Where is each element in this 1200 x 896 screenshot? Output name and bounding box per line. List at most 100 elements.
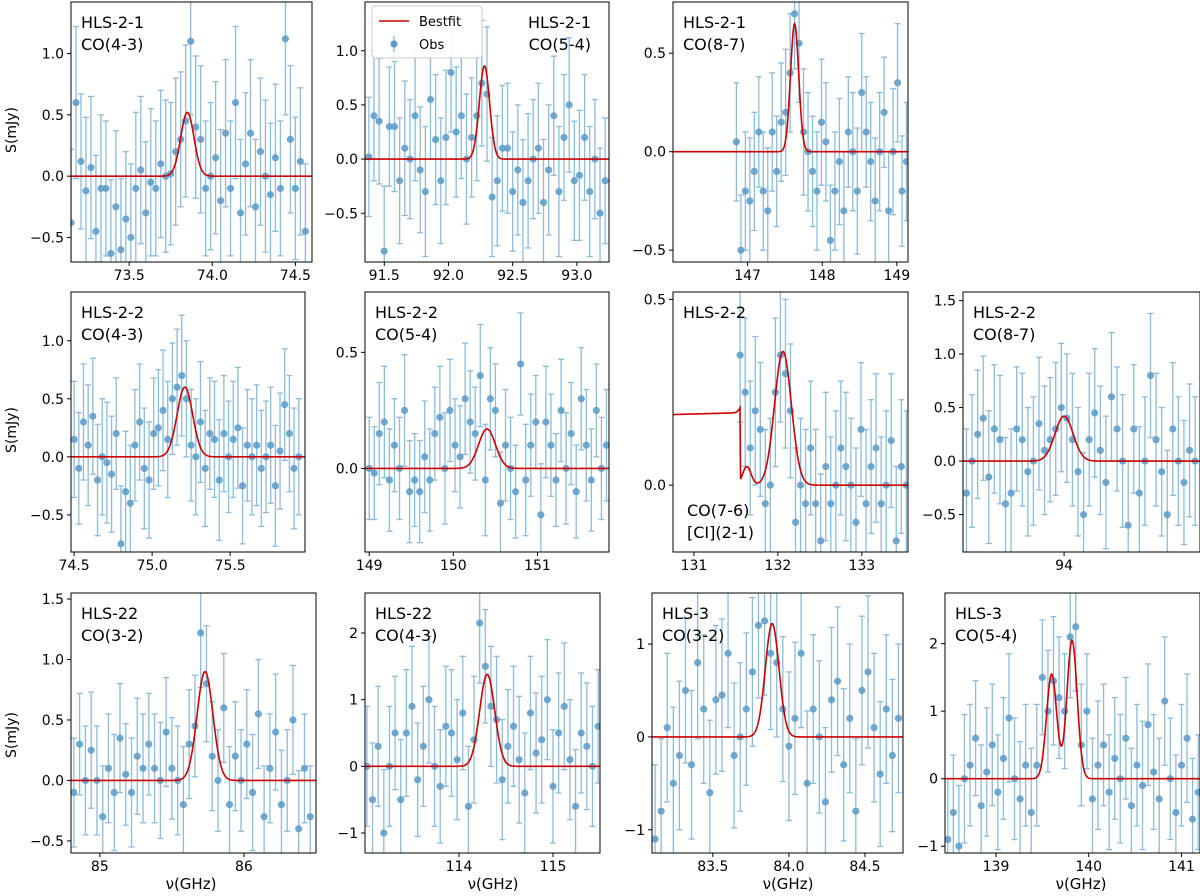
y-tick-label: 0.5 (934, 401, 956, 417)
obs-point (1038, 673, 1046, 682)
panel-annotation: HLS-22 (81, 604, 138, 623)
obs-point (72, 98, 80, 107)
obs-point (104, 764, 113, 772)
obs-point (411, 112, 419, 120)
x-tick-label: 75.5 (215, 558, 246, 574)
obs-point (285, 430, 293, 438)
plot-content (945, 593, 1200, 853)
axis-labels-layer: S(mJy) S(mJy) S(mJy) ν(GHz) ν(GHz) ν(GHz… (4, 107, 1106, 893)
obs-point (266, 764, 274, 772)
x-tick-label: 83.5 (697, 859, 728, 875)
bestfit-line (71, 386, 305, 458)
plot-area (963, 292, 1200, 552)
y-tick-label: 0.0 (644, 478, 666, 494)
obs-point (127, 788, 136, 797)
obs-point (858, 89, 866, 97)
obs-point (107, 470, 116, 478)
y-tick-label: −1 (624, 823, 645, 839)
obs-point (842, 462, 850, 471)
y-tick-label: 1.0 (42, 653, 64, 669)
obs-point (137, 166, 145, 174)
x-tick-label: 147 (734, 268, 761, 284)
obs-point (555, 187, 563, 196)
y-tick-label: 1 (349, 693, 358, 709)
y-tick-label: 0.0 (42, 169, 64, 185)
obs-point (724, 649, 732, 657)
x-axis-label-col-4: ν(GHz) (1056, 875, 1107, 893)
obs-point (197, 629, 205, 637)
obs-point (877, 500, 885, 508)
panel-annotation: CO(8-7) (683, 35, 745, 54)
obs-point (498, 144, 507, 152)
obs-point (857, 425, 865, 434)
obs-point (276, 184, 285, 193)
obs-point (110, 788, 118, 797)
obs-point (524, 177, 532, 185)
y-tick-label: 0 (929, 772, 938, 788)
obs-point (300, 764, 309, 772)
obs-point (1105, 788, 1113, 796)
plot-content (365, 12, 609, 262)
obs-point (833, 677, 842, 685)
y-tick-label: 1.0 (42, 47, 64, 63)
obs-point (777, 118, 785, 126)
obs-point (988, 741, 996, 749)
obs-point (405, 488, 414, 496)
x-tick-label: 74.0 (197, 268, 228, 284)
obs-point (187, 37, 195, 45)
obs-point (136, 418, 144, 426)
obs-point (700, 705, 708, 713)
plot-content (673, 2, 908, 262)
bestfit-line (673, 350, 908, 486)
obs-point (481, 662, 489, 670)
obs-point (1096, 446, 1104, 454)
obs-point (575, 171, 584, 179)
obs-point (894, 714, 903, 722)
obs-point (1061, 707, 1069, 715)
x-tick-label: 74.5 (59, 558, 90, 574)
obs-point (291, 184, 299, 193)
obs-point (583, 742, 591, 750)
obs-point (862, 500, 870, 508)
obs-point (220, 430, 228, 438)
obs-point (809, 705, 817, 713)
obs-point (254, 710, 262, 718)
obs-point (99, 813, 107, 821)
obs-point (864, 668, 872, 676)
panel-annotation: CO(3-2) (662, 626, 724, 645)
obs-point (876, 770, 884, 778)
obs-point (139, 764, 147, 772)
obs-point (157, 160, 165, 168)
obs-point (122, 770, 130, 778)
plot-content (71, 2, 312, 262)
obs-point (1169, 425, 1177, 433)
obs-point (840, 207, 848, 215)
panel-annotation-bottom: CO(7-6) (687, 501, 749, 520)
obs-point (963, 489, 971, 497)
panel-annotation: HLS-2-2 (683, 303, 746, 322)
obs-point (742, 705, 750, 713)
x-tick-label: 132 (765, 558, 792, 574)
obs-point (985, 473, 993, 481)
obs-point (421, 453, 429, 461)
obs-point (1150, 768, 1158, 776)
obs-point (241, 160, 250, 168)
obs-point (675, 751, 683, 760)
obs-point (447, 729, 456, 737)
obs-point (760, 617, 769, 625)
obs-point (396, 177, 404, 185)
obs-point (220, 704, 228, 712)
obs-point (374, 742, 382, 750)
plot-frame (962, 291, 1200, 553)
obs-point (694, 659, 702, 667)
obs-point (498, 776, 506, 784)
obs-point (179, 801, 188, 809)
obs-point (197, 135, 205, 143)
y-tick-label: 0.5 (644, 292, 666, 308)
obs-point (437, 177, 445, 185)
obs-point (301, 227, 309, 235)
obs-point (289, 716, 297, 724)
obs-point (852, 807, 860, 815)
obs-point (519, 198, 527, 207)
obs-point (1088, 795, 1097, 803)
